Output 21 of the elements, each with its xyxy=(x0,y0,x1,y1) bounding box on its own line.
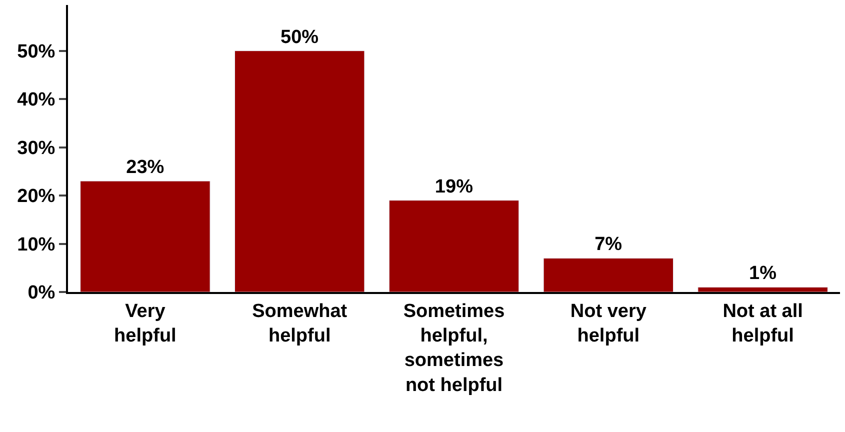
x-tick-label: Sometimes helpful, sometimes not helpful xyxy=(403,300,505,396)
x-tick-label: Not very helpful xyxy=(570,300,647,346)
data-label: 19% xyxy=(434,176,474,198)
data-label: 23% xyxy=(126,157,164,178)
bar xyxy=(234,50,365,292)
bar xyxy=(543,258,674,292)
data-label: 7% xyxy=(594,234,622,256)
y-tick-label: 40% xyxy=(17,90,56,111)
x-tick-label: Somewhat helpful xyxy=(252,300,348,346)
y-tick-label: 30% xyxy=(17,138,56,159)
y-tick-label: 0% xyxy=(28,282,56,304)
data-label: 50% xyxy=(280,26,319,48)
y-tick-label: 20% xyxy=(17,186,56,208)
y-tick-label: 50% xyxy=(17,41,56,62)
data-label: 1% xyxy=(749,263,777,284)
bar xyxy=(80,180,210,292)
x-tick-label: Not at all helpful xyxy=(722,300,803,346)
bar xyxy=(698,286,828,292)
bar xyxy=(388,200,520,292)
x-tick-label: Very helpful xyxy=(114,300,176,346)
y-tick-label: 10% xyxy=(17,234,56,256)
